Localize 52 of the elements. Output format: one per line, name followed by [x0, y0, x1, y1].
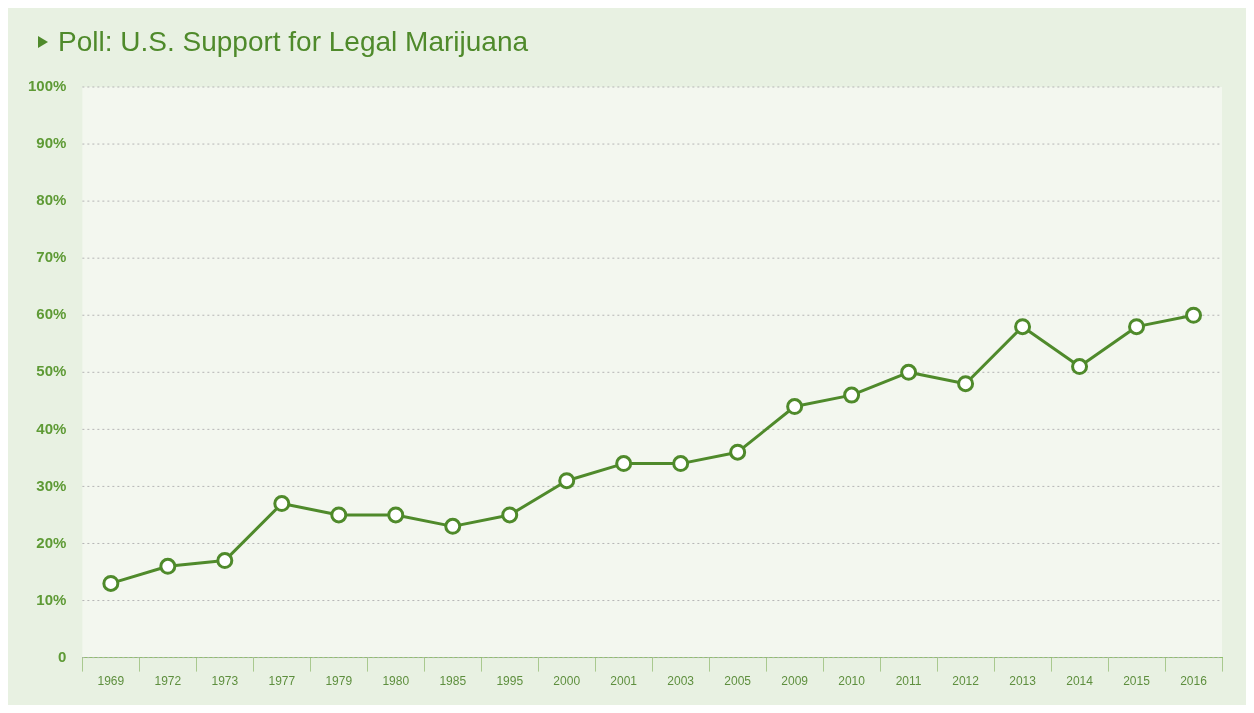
- point: [615, 455, 633, 473]
- y-tick-label: 20%: [36, 533, 67, 551]
- point: [102, 574, 120, 592]
- point: [444, 517, 462, 535]
- y-tick-label: 60%: [36, 305, 67, 323]
- point: [1128, 318, 1146, 336]
- y-tick-label: 50%: [36, 362, 67, 380]
- y-tick-label: 80%: [36, 191, 67, 209]
- x-tick-label: 2012: [952, 674, 980, 689]
- x-tick-label: 2014: [1066, 674, 1094, 689]
- chart-title: Poll: U.S. Support for Legal Marijuana: [58, 26, 529, 58]
- point: [501, 506, 519, 524]
- x-tick-label: 2015: [1123, 674, 1151, 689]
- point: [1185, 306, 1203, 324]
- y-tick-label: 90%: [36, 134, 67, 152]
- x-tick-label: 2010: [838, 674, 866, 689]
- x-tick-label: 2001: [610, 674, 638, 689]
- x-tick-label: 2011: [895, 674, 922, 689]
- point: [957, 375, 975, 393]
- x-tick-label: 1985: [439, 674, 467, 689]
- point: [843, 386, 861, 404]
- x-tick-label: 2016: [1180, 674, 1208, 689]
- x-tick-label: 2009: [781, 674, 809, 689]
- point: [672, 455, 690, 473]
- y-tick-label: 0: [58, 647, 67, 665]
- y-tick-label: 40%: [36, 419, 67, 437]
- x-tick-label: 2003: [667, 674, 695, 689]
- point: [387, 506, 405, 524]
- point: [330, 506, 348, 524]
- x-tick-label: 1973: [211, 674, 239, 689]
- x-tick-label: 1969: [97, 674, 125, 689]
- x-tick-label: 2000: [553, 674, 581, 689]
- point: [216, 552, 234, 570]
- point: [900, 363, 918, 381]
- point: [1014, 318, 1032, 336]
- x-tick-label: 2005: [724, 674, 752, 689]
- x-tick-label: 1972: [154, 674, 182, 689]
- x-tick-label: 1977: [268, 674, 296, 689]
- y-tick-label: 30%: [36, 476, 67, 494]
- x-tick-label: 1979: [325, 674, 353, 689]
- point: [729, 443, 747, 461]
- x-tick-label: 2013: [1009, 674, 1037, 689]
- y-tick-label: 100%: [27, 77, 67, 95]
- x-tick-label: 1980: [382, 674, 410, 689]
- x-tick-label: 1995: [496, 674, 524, 689]
- point: [1071, 358, 1089, 376]
- point: [558, 472, 576, 490]
- y-tick-label: 10%: [36, 590, 67, 608]
- y-tick-label: 70%: [36, 248, 67, 266]
- point: [273, 495, 291, 513]
- point: [159, 557, 177, 575]
- point: [786, 398, 804, 416]
